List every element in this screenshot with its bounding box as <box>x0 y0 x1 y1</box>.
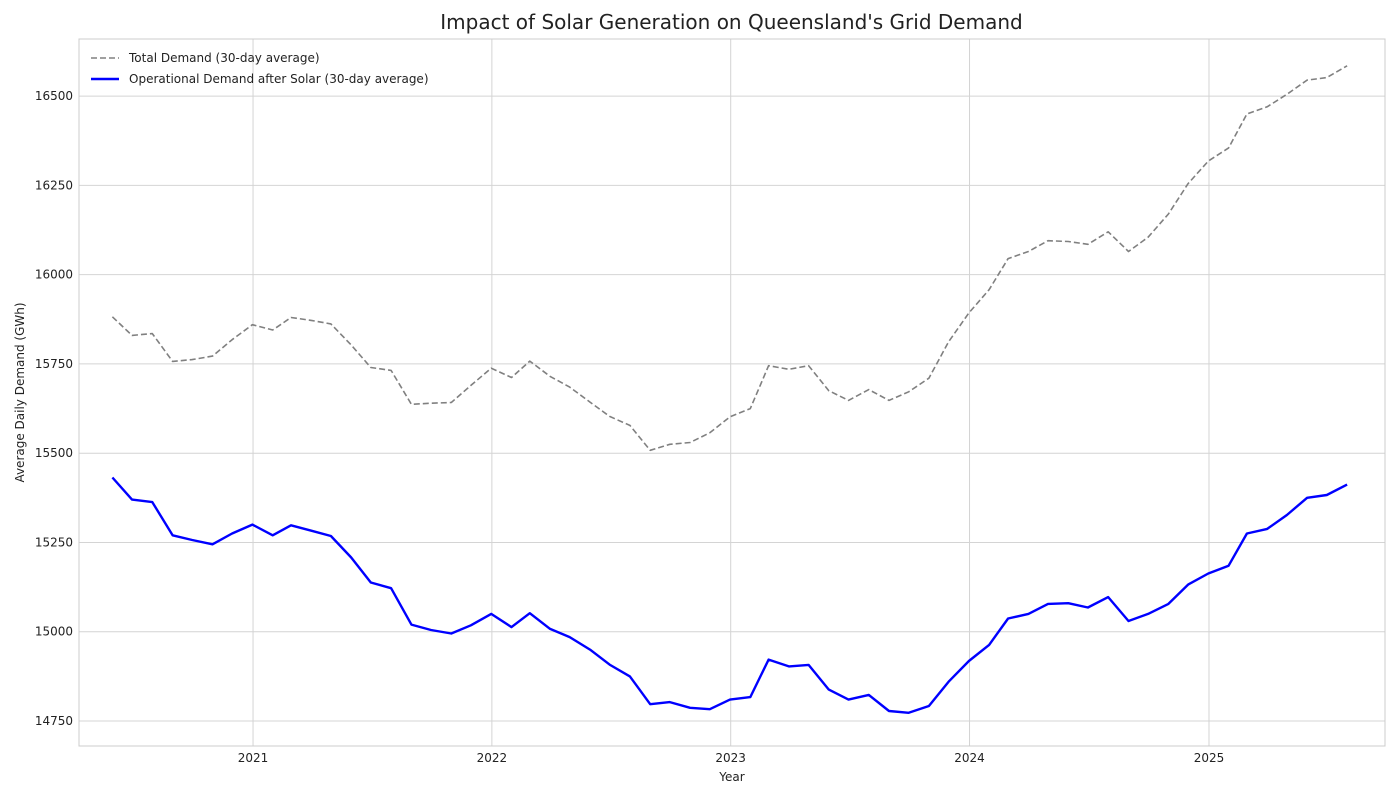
y-tick-label: 16250 <box>35 178 73 192</box>
chart-title: Impact of Solar Generation on Queensland… <box>440 10 1023 34</box>
series-line-operational-demand <box>111 476 1348 714</box>
legend-label-total-demand: Total Demand (30-day average) <box>128 51 320 65</box>
y-tick-label: 16000 <box>35 268 73 282</box>
x-tick-label: 2025 <box>1194 751 1225 765</box>
y-tick-label: 16500 <box>35 89 73 103</box>
plot-frame <box>78 38 1386 747</box>
x-axis-label: Year <box>718 770 744 784</box>
grid-lines <box>79 39 1385 746</box>
y-axis-label: Average Daily Demand (GWh) <box>13 302 27 482</box>
y-tick-label: 14750 <box>35 714 73 728</box>
x-tick-label: 2022 <box>477 751 508 765</box>
y-tick-label: 15500 <box>35 446 73 460</box>
y-tick-label: 15750 <box>35 357 73 371</box>
series-line-total-demand <box>111 65 1348 452</box>
legend: Total Demand (30-day average) Operationa… <box>91 51 429 86</box>
legend-label-operational-demand: Operational Demand after Solar (30-day a… <box>129 72 429 86</box>
series-lines <box>111 65 1348 714</box>
tick-labels: 14750 15000 15250 15500 15750 16000 16250 16500… <box>35 89 1224 765</box>
x-tick-label: 2021 <box>238 751 269 765</box>
y-tick-label: 15250 <box>35 535 73 549</box>
x-tick-label: 2024 <box>954 751 985 765</box>
y-tick-label: 15000 <box>35 625 73 639</box>
x-tick-label: 2023 <box>715 751 746 765</box>
